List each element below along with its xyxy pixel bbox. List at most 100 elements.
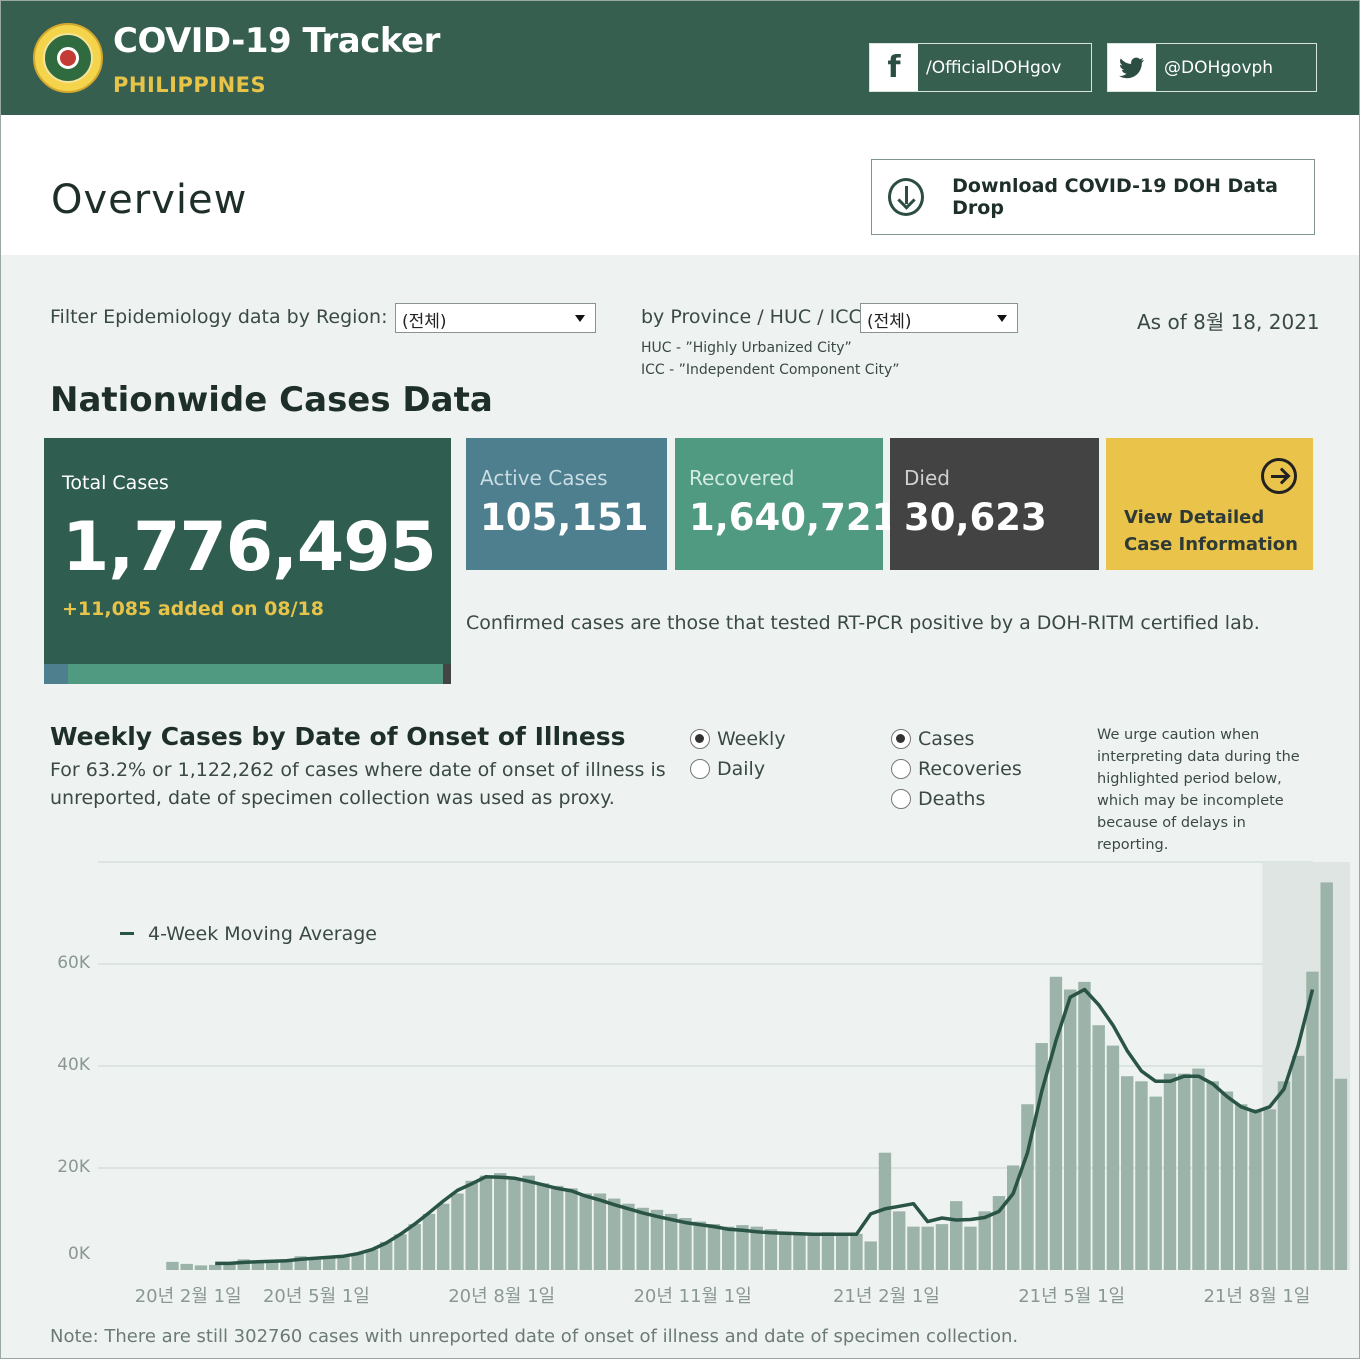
weekly-cases-bar[interactable] [1292,1055,1305,1270]
weekly-cases-bar[interactable] [836,1233,849,1270]
weekly-cases-bar[interactable] [308,1257,322,1270]
overview-band: Overview Download COVID-19 DOH Data Drop [1,115,1359,255]
weekly-cases-bar[interactable] [565,1188,578,1270]
weekly-cases-bar[interactable] [935,1224,949,1270]
weekly-cases-bar[interactable] [1049,976,1063,1270]
weekly-cases-bar[interactable] [707,1224,721,1270]
weekly-cases-bar[interactable] [1135,1081,1148,1270]
radio-deaths[interactable]: Deaths [891,788,985,810]
weekly-cases-bar[interactable] [494,1173,507,1270]
weekly-cases-bar[interactable] [323,1256,336,1270]
weekly-cases-bar[interactable] [978,1211,991,1270]
weekly-cases-bar[interactable] [793,1234,806,1270]
weekly-cases-bar[interactable] [764,1229,778,1270]
weekly-cases-bar[interactable] [864,1241,877,1270]
y-axis-tick-label: 60K [57,953,90,973]
weekly-cases-bar[interactable] [1235,1104,1248,1270]
weekly-cases-bar[interactable] [1206,1081,1219,1270]
weekly-cases-bar[interactable] [408,1224,421,1270]
weekly-cases-bar[interactable] [693,1221,706,1270]
weekly-cases-bar[interactable] [1064,989,1077,1271]
weekly-cases-bar[interactable] [950,1201,963,1270]
weekly-cases-bar[interactable] [779,1231,792,1270]
radio-daily[interactable]: Daily [690,758,765,780]
weekly-cases-bar[interactable] [736,1225,749,1270]
weekly-cases-bar[interactable] [1163,1073,1177,1270]
weekly-cases-bar[interactable] [622,1203,635,1270]
weekly-cases-bar[interactable] [1121,1076,1134,1270]
weekly-cases-bar[interactable] [351,1253,364,1270]
weekly-cases-bar[interactable] [437,1203,450,1270]
radio-cases[interactable]: Cases [891,728,974,750]
weekly-cases-bar[interactable] [237,1259,250,1270]
weekly-cases-bar[interactable] [907,1226,920,1270]
weekly-cases-bar[interactable] [1277,1081,1291,1270]
weekly-cases-bar[interactable] [608,1198,621,1270]
weekly-cases-bar[interactable] [1320,882,1333,1270]
radio-recoveries[interactable]: Recoveries [891,758,1022,780]
weekly-cases-bar[interactable] [337,1257,350,1270]
region-select[interactable]: (전체) [395,303,596,333]
weekly-cases-bar[interactable] [650,1209,664,1270]
weekly-cases-bar[interactable] [850,1233,863,1270]
weekly-cases-bar[interactable] [579,1193,592,1271]
weekly-cases-bar[interactable] [893,1211,906,1270]
weekly-cases-bar[interactable] [280,1259,293,1270]
weekly-cases-bar[interactable] [1192,1068,1205,1270]
weekly-cases-bar[interactable] [394,1234,407,1270]
weekly-cases-bar[interactable] [422,1213,436,1270]
view-detailed-case-button[interactable]: View Detailed Case Information [1106,438,1313,570]
weekly-cases-bar[interactable] [536,1183,550,1270]
weekly-cases-bar[interactable] [1149,1096,1162,1270]
active-cases-value: 105,151 [480,496,649,539]
weekly-cases-bar[interactable] [1263,1109,1276,1270]
weekly-cases-bar[interactable] [194,1265,208,1270]
weekly-cases-bar[interactable] [166,1261,179,1270]
weekly-cases-bar[interactable] [821,1232,835,1270]
weekly-cases-bar[interactable] [180,1263,193,1270]
radio-weekly[interactable]: Weekly [690,728,786,750]
active-cases-label: Active Cases [480,466,608,490]
weekly-cases-bar[interactable] [679,1217,692,1270]
weekly-cases-bar[interactable] [551,1185,564,1270]
weekly-cases-bar[interactable] [522,1175,535,1270]
weekly-cases-bar[interactable] [593,1193,607,1271]
weekly-cases-bar[interactable] [380,1241,393,1270]
twitter-link[interactable]: @DOHgovph [1107,43,1317,92]
weekly-cases-bar[interactable] [1007,1165,1020,1270]
weekly-cases-bar[interactable] [964,1226,977,1270]
facebook-link[interactable]: f /OfficialDOHgov [869,43,1092,92]
as-of-date: As of 8월 18, 2021 [1137,310,1320,334]
weekly-cases-bar[interactable] [750,1226,763,1270]
weekly-cases-bar[interactable] [365,1249,379,1270]
page-title: Overview [51,177,248,223]
download-data-drop-button[interactable]: Download COVID-19 DOH Data Drop [871,159,1315,235]
weekly-cases-bar[interactable] [1078,981,1091,1270]
confirmed-cases-note: Confirmed cases are those that tested RT… [466,612,1260,634]
weekly-cases-bar[interactable] [1178,1073,1191,1270]
weekly-cases-bar[interactable] [266,1261,279,1270]
weekly-cases-bar[interactable] [1106,1045,1120,1270]
weekly-cases-bar[interactable] [479,1175,493,1270]
weekly-cases-bar[interactable] [665,1213,678,1270]
province-filter-label: by Province / HUC / ICC: [641,306,869,328]
weekly-cases-bar[interactable] [1220,1091,1234,1271]
weekly-cases-bar[interactable] [1249,1109,1262,1270]
weekly-cases-bar[interactable] [1334,1078,1348,1270]
legend-line-swatch [120,932,134,935]
weekly-cases-bar[interactable] [807,1234,820,1270]
weekly-cases-bar[interactable] [722,1226,735,1270]
weekly-cases-bar[interactable] [209,1264,222,1270]
weekly-cases-bar[interactable] [465,1180,478,1270]
weekly-cases-bar[interactable] [508,1179,521,1270]
weekly-cases-bar[interactable] [223,1262,236,1270]
weekly-chart-subtitle: For 63.2% or 1,122,262 of cases where da… [50,759,666,809]
weekly-cases-bar[interactable] [251,1262,265,1270]
province-select[interactable]: (전체) [860,303,1018,333]
weekly-cases-bar[interactable] [878,1152,892,1270]
weekly-cases-bar[interactable] [1306,971,1319,1270]
weekly-cases-bar[interactable] [1092,1025,1105,1270]
weekly-cases-bar[interactable] [921,1226,934,1270]
weekly-cases-bar[interactable] [636,1207,649,1270]
weekly-cases-bar[interactable] [451,1193,464,1271]
